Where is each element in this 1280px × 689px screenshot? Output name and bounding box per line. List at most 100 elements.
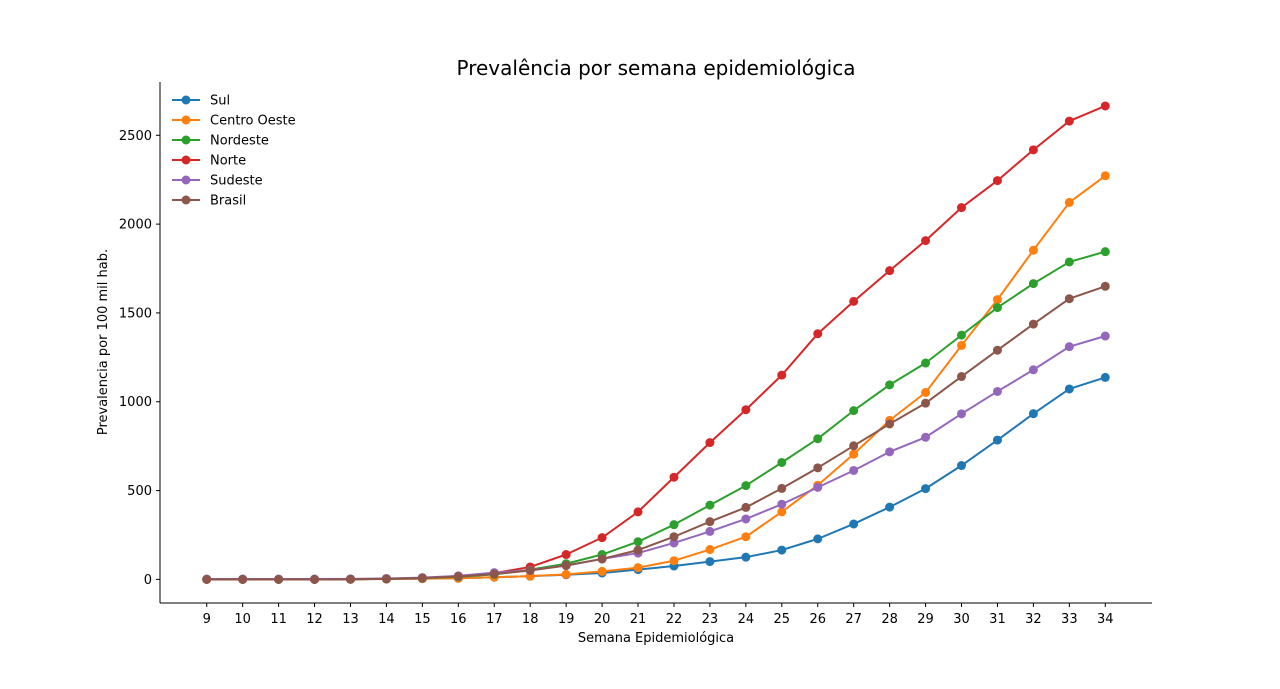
x-tick-label: 15 — [414, 612, 431, 627]
data-point — [1028, 245, 1038, 255]
data-point — [849, 449, 859, 459]
series-norte — [202, 101, 1110, 584]
y-tick-label: 0 — [144, 573, 152, 588]
x-tick-label: 31 — [989, 612, 1006, 627]
data-point — [777, 499, 787, 509]
y-tick-label: 1000 — [119, 395, 152, 410]
legend-marker — [181, 195, 191, 205]
legend-label: Sudeste — [210, 174, 263, 189]
data-point — [1064, 257, 1074, 267]
data-point — [417, 573, 427, 583]
data-point — [885, 419, 895, 429]
x-tick-label: 29 — [917, 612, 934, 627]
series-nordeste — [202, 247, 1110, 584]
data-point — [813, 329, 823, 339]
series-line — [206, 105, 1106, 581]
data-point — [705, 526, 715, 536]
x-tick-label: 30 — [953, 612, 970, 627]
data-point — [705, 545, 715, 555]
data-point — [957, 203, 967, 213]
legend-label: Brasil — [210, 194, 246, 209]
legend-label: Centro Oeste — [210, 114, 296, 129]
data-point — [777, 483, 787, 493]
data-point — [597, 554, 607, 564]
data-point — [705, 438, 715, 448]
data-point — [921, 358, 931, 368]
data-point — [1100, 281, 1110, 291]
x-tick-label: 23 — [702, 612, 719, 627]
x-tick-label: 13 — [342, 612, 359, 627]
y-axis-label: Prevalencia por 100 mil hab. — [96, 249, 111, 435]
data-point — [1064, 384, 1074, 394]
data-point — [202, 574, 212, 584]
data-point — [1100, 171, 1110, 181]
data-point — [849, 406, 859, 416]
data-point — [669, 532, 679, 542]
legend-entry: Sul — [172, 94, 230, 109]
x-tick-label: 21 — [630, 612, 647, 627]
data-point — [633, 537, 643, 547]
data-point — [489, 569, 499, 579]
data-point — [813, 534, 823, 544]
x-tick-label: 20 — [594, 612, 611, 627]
data-point — [741, 481, 751, 491]
data-point — [345, 574, 355, 584]
data-point — [992, 303, 1002, 313]
data-point — [381, 574, 391, 584]
data-point — [741, 514, 751, 524]
data-point — [1064, 294, 1074, 304]
data-point — [741, 502, 751, 512]
legend-entry: Sudeste — [172, 174, 263, 189]
x-tick-label: 22 — [666, 612, 683, 627]
series-layer — [202, 101, 1110, 584]
data-point — [992, 386, 1002, 396]
legend-label: Nordeste — [210, 134, 269, 149]
data-point — [957, 409, 967, 419]
data-point — [1100, 372, 1110, 382]
data-point — [849, 441, 859, 451]
data-point — [669, 538, 679, 548]
series-line — [206, 174, 1106, 581]
data-point — [453, 572, 463, 582]
legend-marker — [181, 115, 191, 125]
data-point — [885, 266, 895, 276]
data-point — [669, 472, 679, 482]
data-point — [597, 566, 607, 576]
x-tick-label: 19 — [558, 612, 575, 627]
data-point — [1100, 331, 1110, 341]
data-point — [1064, 342, 1074, 352]
data-point — [1100, 101, 1110, 111]
y-tick-label: 500 — [127, 484, 152, 499]
x-tick-label: 10 — [234, 612, 251, 627]
legend-marker — [181, 95, 191, 105]
x-tick-label: 27 — [845, 612, 862, 627]
data-point — [1028, 409, 1038, 419]
data-point — [633, 507, 643, 517]
legend-marker — [181, 135, 191, 145]
data-point — [705, 557, 715, 567]
data-point — [849, 519, 859, 529]
series-line — [206, 250, 1106, 581]
data-point — [849, 296, 859, 306]
data-point — [1100, 247, 1110, 257]
data-point — [885, 380, 895, 390]
data-point — [813, 434, 823, 444]
data-point — [705, 517, 715, 527]
x-tick-label: 26 — [809, 612, 826, 627]
data-point — [310, 574, 320, 584]
data-point — [1028, 319, 1038, 329]
legend-marker — [181, 175, 191, 185]
x-tick-label: 14 — [378, 612, 395, 627]
legend-entry: Nordeste — [172, 134, 269, 149]
data-point — [921, 484, 931, 494]
legend-entry: Brasil — [172, 194, 246, 209]
x-tick-label: 34 — [1097, 612, 1114, 627]
y-tick-label: 2000 — [119, 218, 152, 233]
data-point — [274, 574, 284, 584]
data-point — [561, 569, 571, 579]
x-tick-label: 12 — [306, 612, 323, 627]
x-tick-label: 16 — [450, 612, 467, 627]
x-tick-label: 24 — [738, 612, 755, 627]
data-point — [1064, 197, 1074, 207]
